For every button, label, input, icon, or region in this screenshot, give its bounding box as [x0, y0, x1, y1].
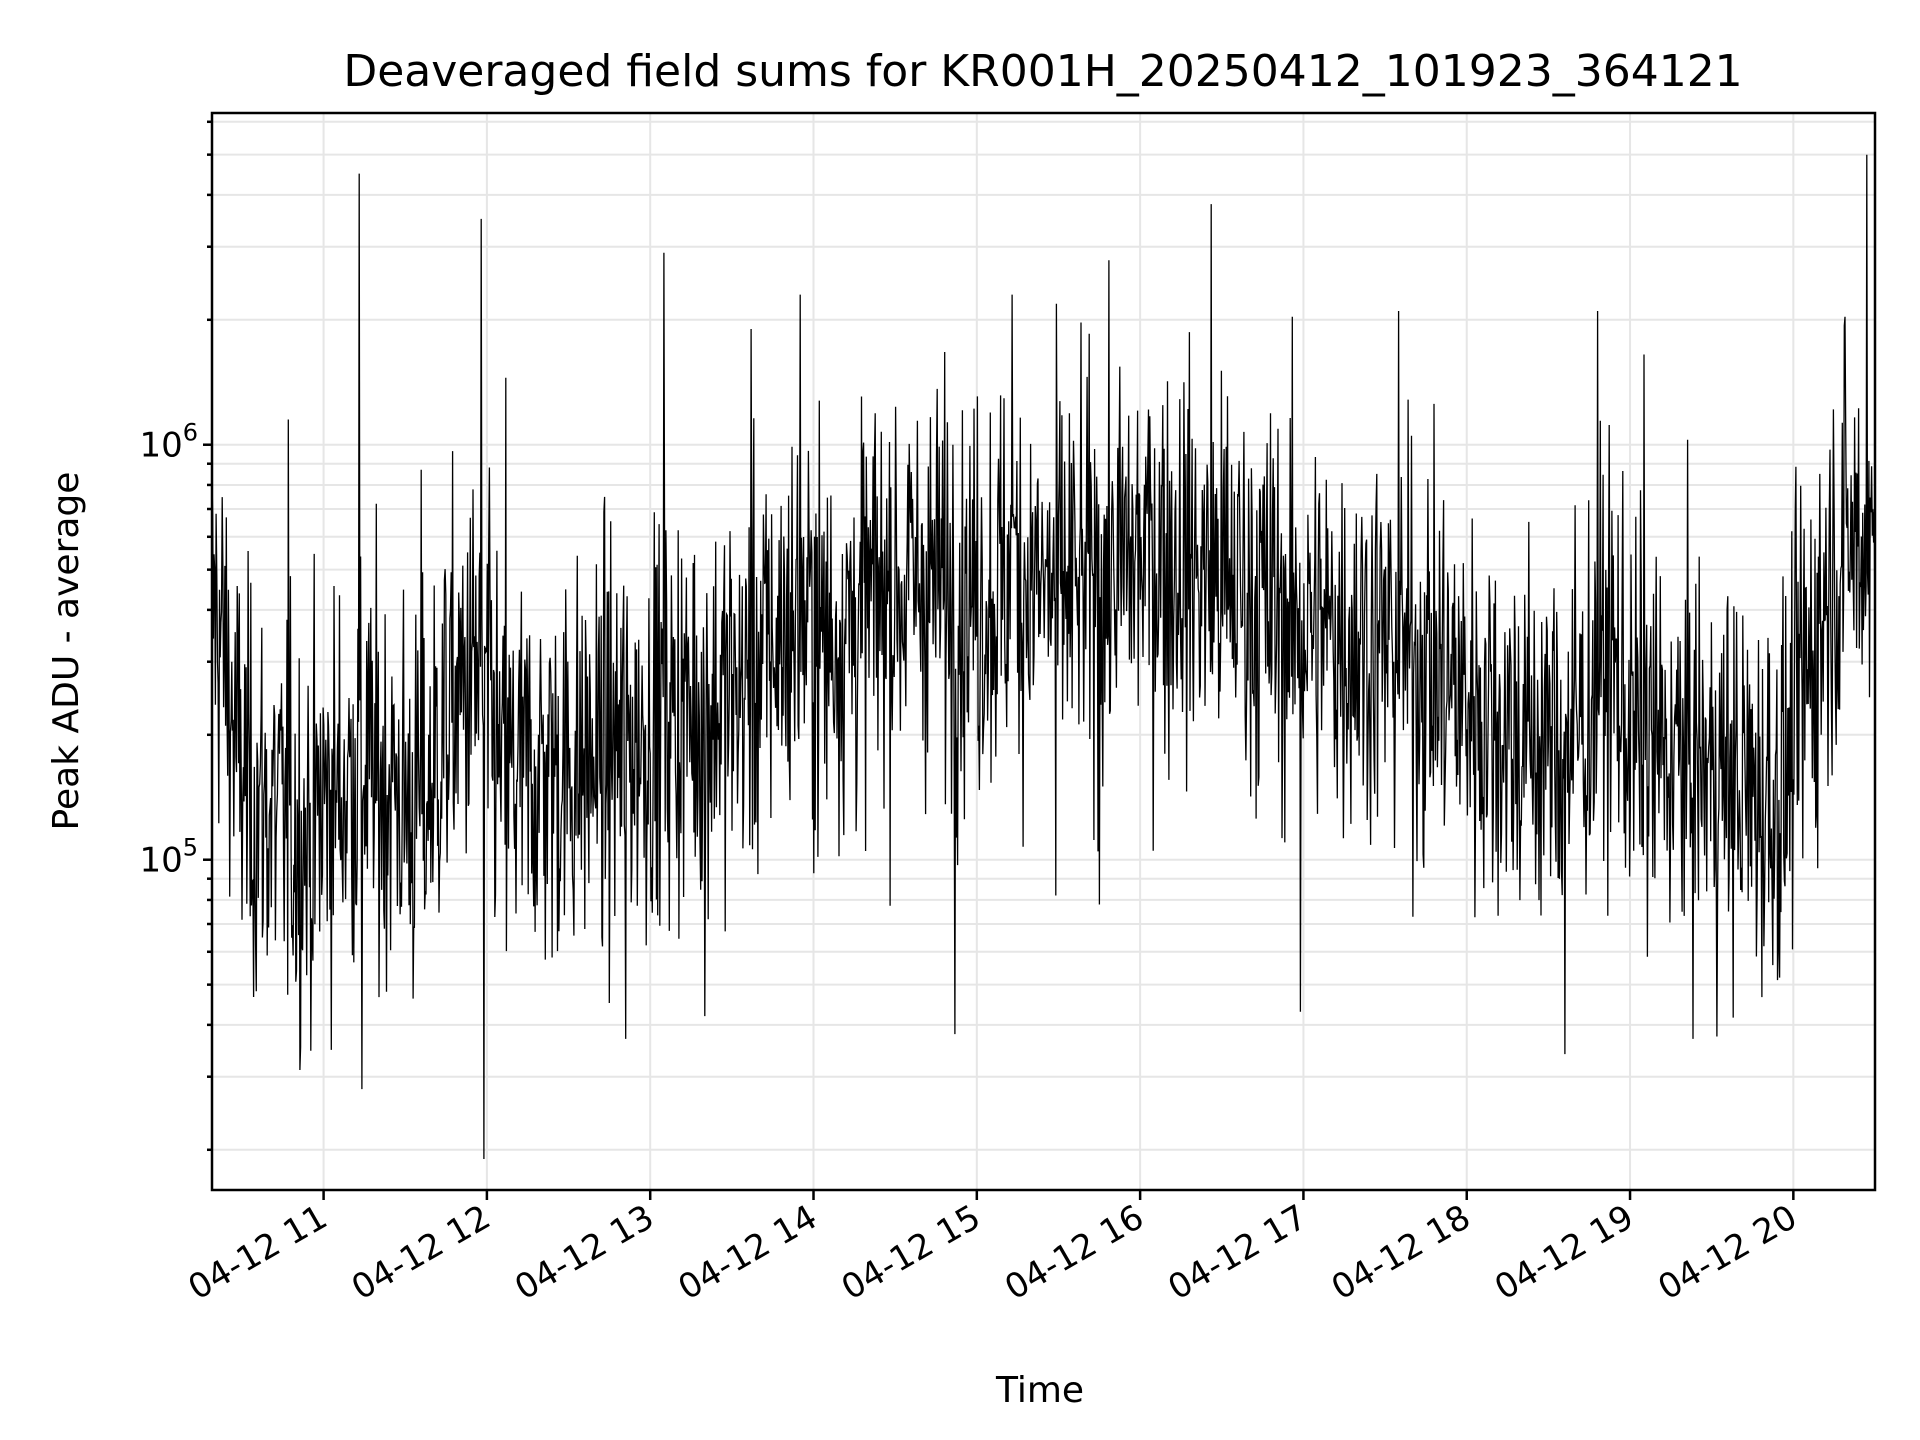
- y-tick-label: 105: [139, 834, 198, 881]
- y-tick-exponent: 6: [183, 419, 198, 447]
- series-layer: [211, 154, 1876, 1160]
- y-axis-label: Peak ADU - average: [46, 472, 87, 831]
- y-tick-base: 10: [139, 841, 182, 881]
- y-tick-label: 106: [139, 419, 198, 466]
- plot-frame: [210, 111, 1877, 1192]
- series-line: [211, 154, 1876, 1160]
- y-tick-exponent: 5: [183, 834, 198, 862]
- chart-title: Deaveraged field sums for KR001H_2025041…: [343, 46, 1742, 97]
- y-tick-base: 10: [139, 426, 182, 466]
- x-axis-label: Time: [995, 1370, 1084, 1411]
